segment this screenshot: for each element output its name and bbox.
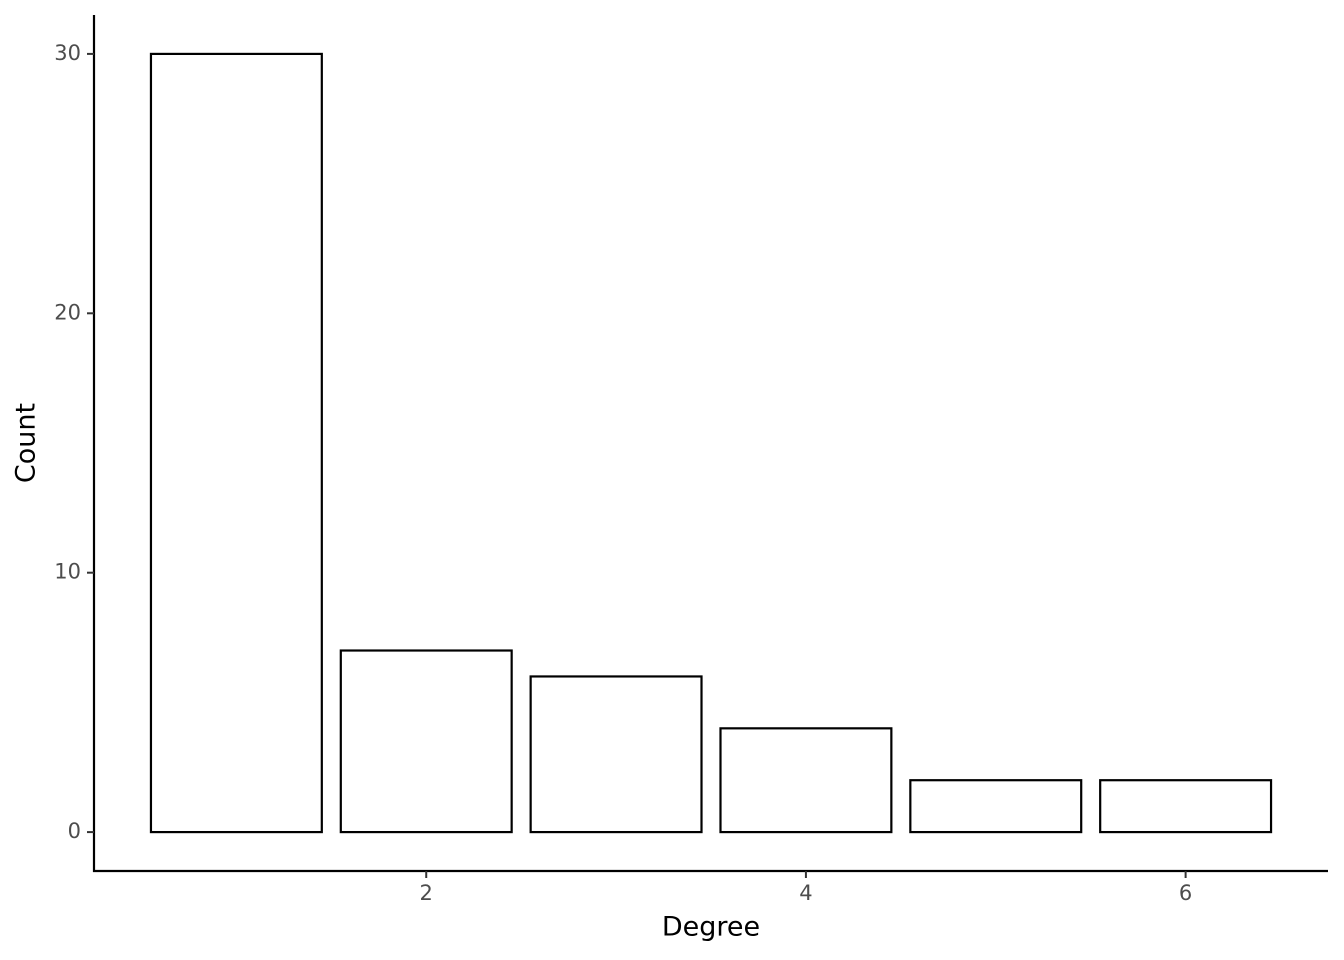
y-tick-label: 30 [54, 41, 81, 65]
y-tick-label: 20 [54, 300, 81, 324]
x-tick-label: 4 [799, 881, 812, 905]
bar [529, 675, 703, 834]
bar [909, 779, 1083, 834]
x-tick-label: 6 [1179, 881, 1192, 905]
bar [149, 52, 323, 834]
x-axis-title: Degree [662, 912, 760, 943]
bar [339, 649, 513, 834]
y-tick-label: 10 [54, 560, 81, 584]
x-tick-label: 2 [420, 881, 433, 905]
bar [719, 727, 893, 834]
y-tick-label: 0 [68, 819, 81, 843]
bar [1099, 779, 1273, 834]
y-axis-title: Count [11, 403, 42, 483]
